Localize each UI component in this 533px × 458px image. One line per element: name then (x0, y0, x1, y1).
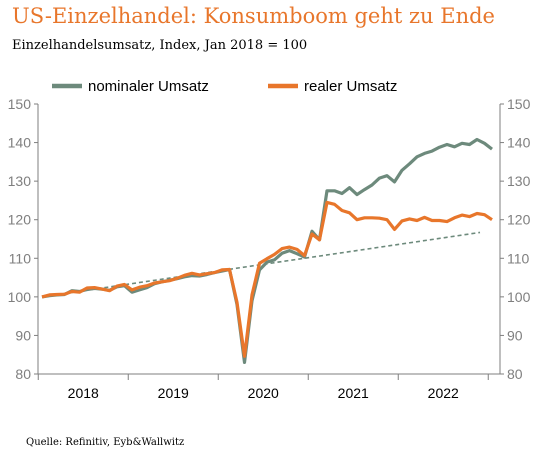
chart-subtitle: Einzelhandelsumsatz, Index, Jan 2018 = 1… (12, 38, 308, 53)
chart-title: US-Einzelhandel: Konsumboom geht zu Ende (12, 4, 495, 28)
legend-nominaler-umsatz-label: nominaler Umsatz (88, 78, 209, 95)
y-tick-label-left: 150 (8, 96, 32, 112)
y-tick-label-left: 110 (9, 250, 32, 266)
chart-axes: 80 80 90 90 100 100 110 110 120 120 130 130 140 140 15… (8, 96, 531, 401)
y-tick-label-left: 120 (8, 212, 32, 228)
trend-line-dashed (41, 231, 481, 298)
y-tick-label-left: 90 (15, 327, 31, 343)
y-tick-label-right: 80 (507, 366, 523, 382)
y-tick-label-right: 140 (507, 135, 531, 151)
x-tick-label-2019: 2019 (158, 385, 189, 401)
y-tick-label-right: 120 (507, 212, 531, 228)
x-tick-label-2021: 2021 (338, 385, 369, 401)
x-tick-label-2022: 2022 (428, 385, 459, 401)
y-tick-label-left: 80 (15, 366, 31, 382)
y-tick-label-right: 150 (507, 96, 531, 112)
y-tick-label-right: 100 (507, 289, 531, 305)
legend-realer-umsatz-label: realer Umsatz (304, 78, 397, 95)
x-tick-label-2020: 2020 (248, 385, 279, 401)
y-tick-label-right: 130 (507, 173, 531, 189)
y-tick-label-left: 100 (8, 289, 32, 305)
source-note: Quelle: Refinitiv, Eyb&Wallwitz (26, 437, 185, 448)
y-tick-label-right: 90 (507, 327, 523, 343)
series-line-realer-umsatz (41, 200, 493, 358)
y-tick-label-right: 110 (507, 250, 530, 266)
x-tick-label-2018: 2018 (68, 385, 99, 401)
series-line-nominaler-umsatz (41, 137, 493, 364)
y-tick-label-left: 130 (8, 173, 32, 189)
chart-legend: nominaler Umsatz realer Umsatz (52, 78, 397, 95)
y-tick-label-left: 140 (8, 135, 32, 151)
plot-area (41, 137, 493, 364)
